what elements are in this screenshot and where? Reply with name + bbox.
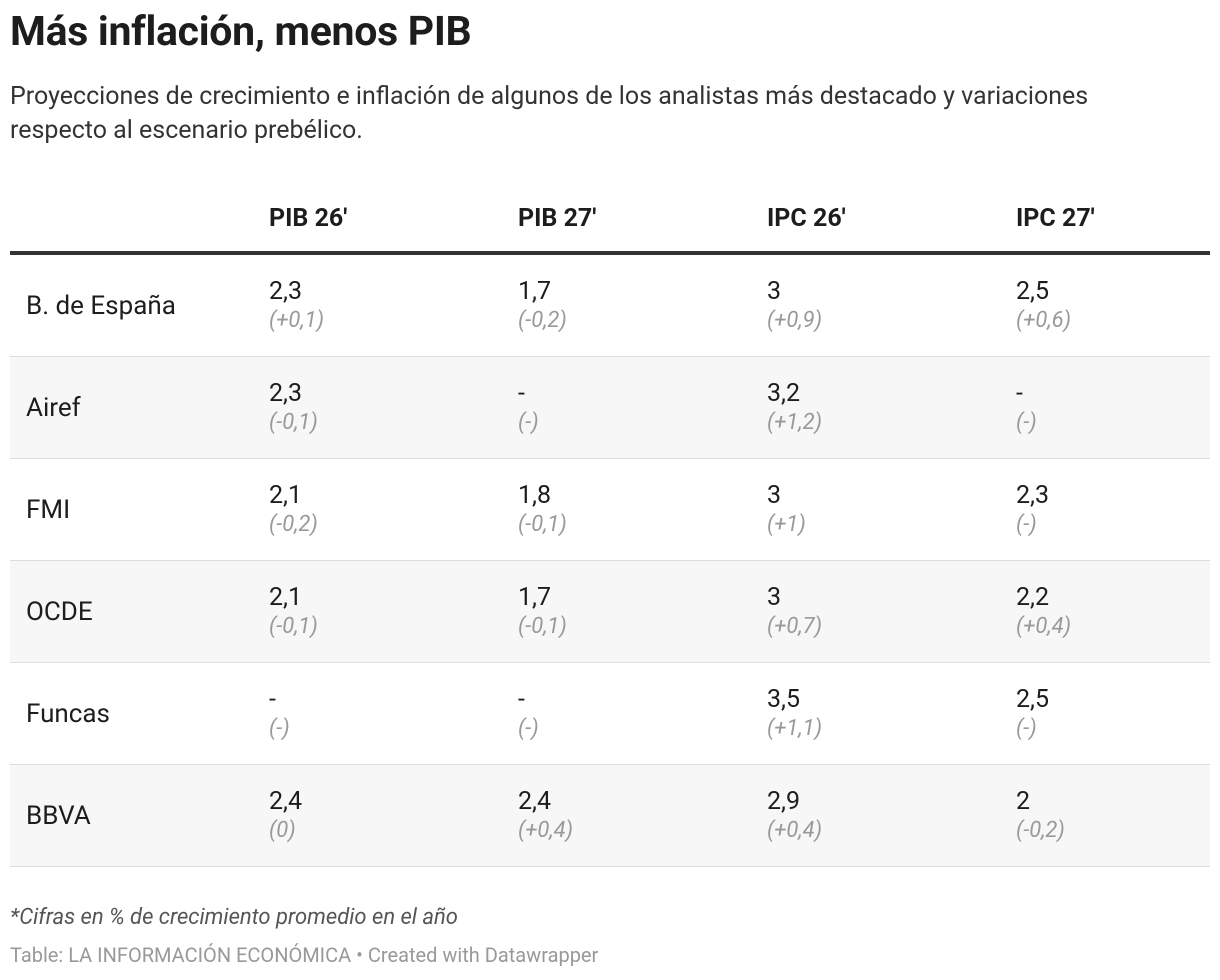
cell-value: 3 — [767, 277, 782, 306]
cell-change: (-0,2) — [269, 512, 318, 537]
cell-change: (+0,4) — [1016, 614, 1072, 639]
cell-value: 2,4 — [269, 787, 303, 816]
cell-change: (+1,1) — [767, 716, 823, 741]
table-row: OCDE 2,1 (-0,1) 1,7 (-0,1) 3 (+0,7) 2,2 (+0,4) — [10, 561, 1210, 663]
cell-change: (+0,1) — [269, 308, 325, 333]
cell-value: 2,3 — [269, 277, 303, 306]
row-label: FMI — [26, 495, 71, 525]
cell-value: 2,9 — [767, 787, 801, 816]
cell-value: - — [269, 685, 276, 714]
column-header: IPC 26' — [767, 204, 846, 233]
cell-value: 2,3 — [269, 379, 303, 408]
cell-value: 1,8 — [518, 481, 552, 510]
cell-value: 3,2 — [767, 379, 801, 408]
cell-change: (-0,1) — [269, 410, 318, 435]
cell-change: (+0,6) — [1016, 308, 1072, 333]
cell-change: (-0,1) — [518, 512, 567, 537]
cell-change: (+1,2) — [767, 410, 823, 435]
cell-change: (-) — [518, 716, 539, 741]
cell-change: (+1) — [767, 512, 806, 537]
cell-change: (-) — [1016, 716, 1037, 741]
row-label: OCDE — [26, 597, 93, 627]
cell-change: (-) — [1016, 512, 1037, 537]
cell-change: (-0,1) — [269, 614, 318, 639]
column-header: IPC 27' — [1016, 204, 1095, 233]
row-label: BBVA — [26, 801, 91, 831]
cell-value: 2,4 — [518, 787, 552, 816]
cell-value: 3,5 — [767, 685, 801, 714]
cell-value: 2,2 — [1016, 583, 1050, 612]
row-label: Airef — [26, 393, 81, 423]
cell-value: 1,7 — [518, 277, 552, 306]
cell-change: (+0,4) — [767, 818, 823, 843]
title: Más inflación, menos PIB — [10, 8, 472, 56]
cell-value: 2,5 — [1016, 685, 1050, 714]
row-label: Funcas — [26, 699, 110, 729]
cell-change: (-) — [269, 716, 290, 741]
cell-value: 2,3 — [1016, 481, 1050, 510]
cell-value: - — [1016, 379, 1023, 408]
cell-change: (-0,1) — [518, 614, 567, 639]
cell-value: - — [518, 379, 525, 408]
cell-change: (-0,2) — [518, 308, 567, 333]
cell-value: 3 — [767, 583, 782, 612]
cell-change: (+0,4) — [518, 818, 574, 843]
cell-value: 2 — [1016, 787, 1031, 816]
cell-change: (0) — [269, 818, 296, 843]
cell-change: (-) — [518, 410, 539, 435]
table-row: FMI 2,1 (-0,2) 1,8 (-0,1) 3 (+1) 2,3 (-) — [10, 459, 1210, 561]
table-row: BBVA 2,4 (0) 2,4 (+0,4) 2,9 (+0,4) 2 (-0,2) — [10, 765, 1210, 867]
cell-change: (+0,9) — [767, 308, 823, 333]
cell-value: 3 — [767, 481, 782, 510]
cell-value: - — [518, 685, 525, 714]
column-header: PIB 27' — [518, 204, 597, 233]
row-label: B. de España — [26, 291, 176, 321]
cell-value: 2,1 — [269, 583, 303, 612]
table-row: B. de España 2,3 (+0,1) 1,7 (-0,2) 3 (+0,9) 2,5… — [10, 255, 1210, 357]
source: Table: LA INFORMACIÓN ECONÓMICA • Create… — [10, 943, 599, 967]
cell-change: (-0,2) — [1016, 818, 1065, 843]
cell-value: 2,5 — [1016, 277, 1050, 306]
table-row: Funcas - (-) - (-) 3,5 (+1,1) 2,5 (-) — [10, 663, 1210, 765]
cell-change: (+0,7) — [767, 614, 823, 639]
cell-value: 2,1 — [269, 481, 303, 510]
footnote: *Cifras en % de crecimiento promedio en … — [10, 905, 458, 930]
column-header: PIB 26' — [269, 204, 348, 233]
subtitle: Proyecciones de crecimiento e inflación … — [10, 82, 1089, 145]
table-header: PIB 26' PIB 27' IPC 26' IPC 27' — [10, 190, 1210, 255]
cell-value: 1,7 — [518, 583, 552, 612]
table: PIB 26' PIB 27' IPC 26' IPC 27' B. de Españ… — [10, 190, 1210, 867]
table-row: Airef 2,3 (-0,1) - (-) 3,2 (+1,2) - (-) — [10, 357, 1210, 459]
cell-change: (-) — [1016, 410, 1037, 435]
